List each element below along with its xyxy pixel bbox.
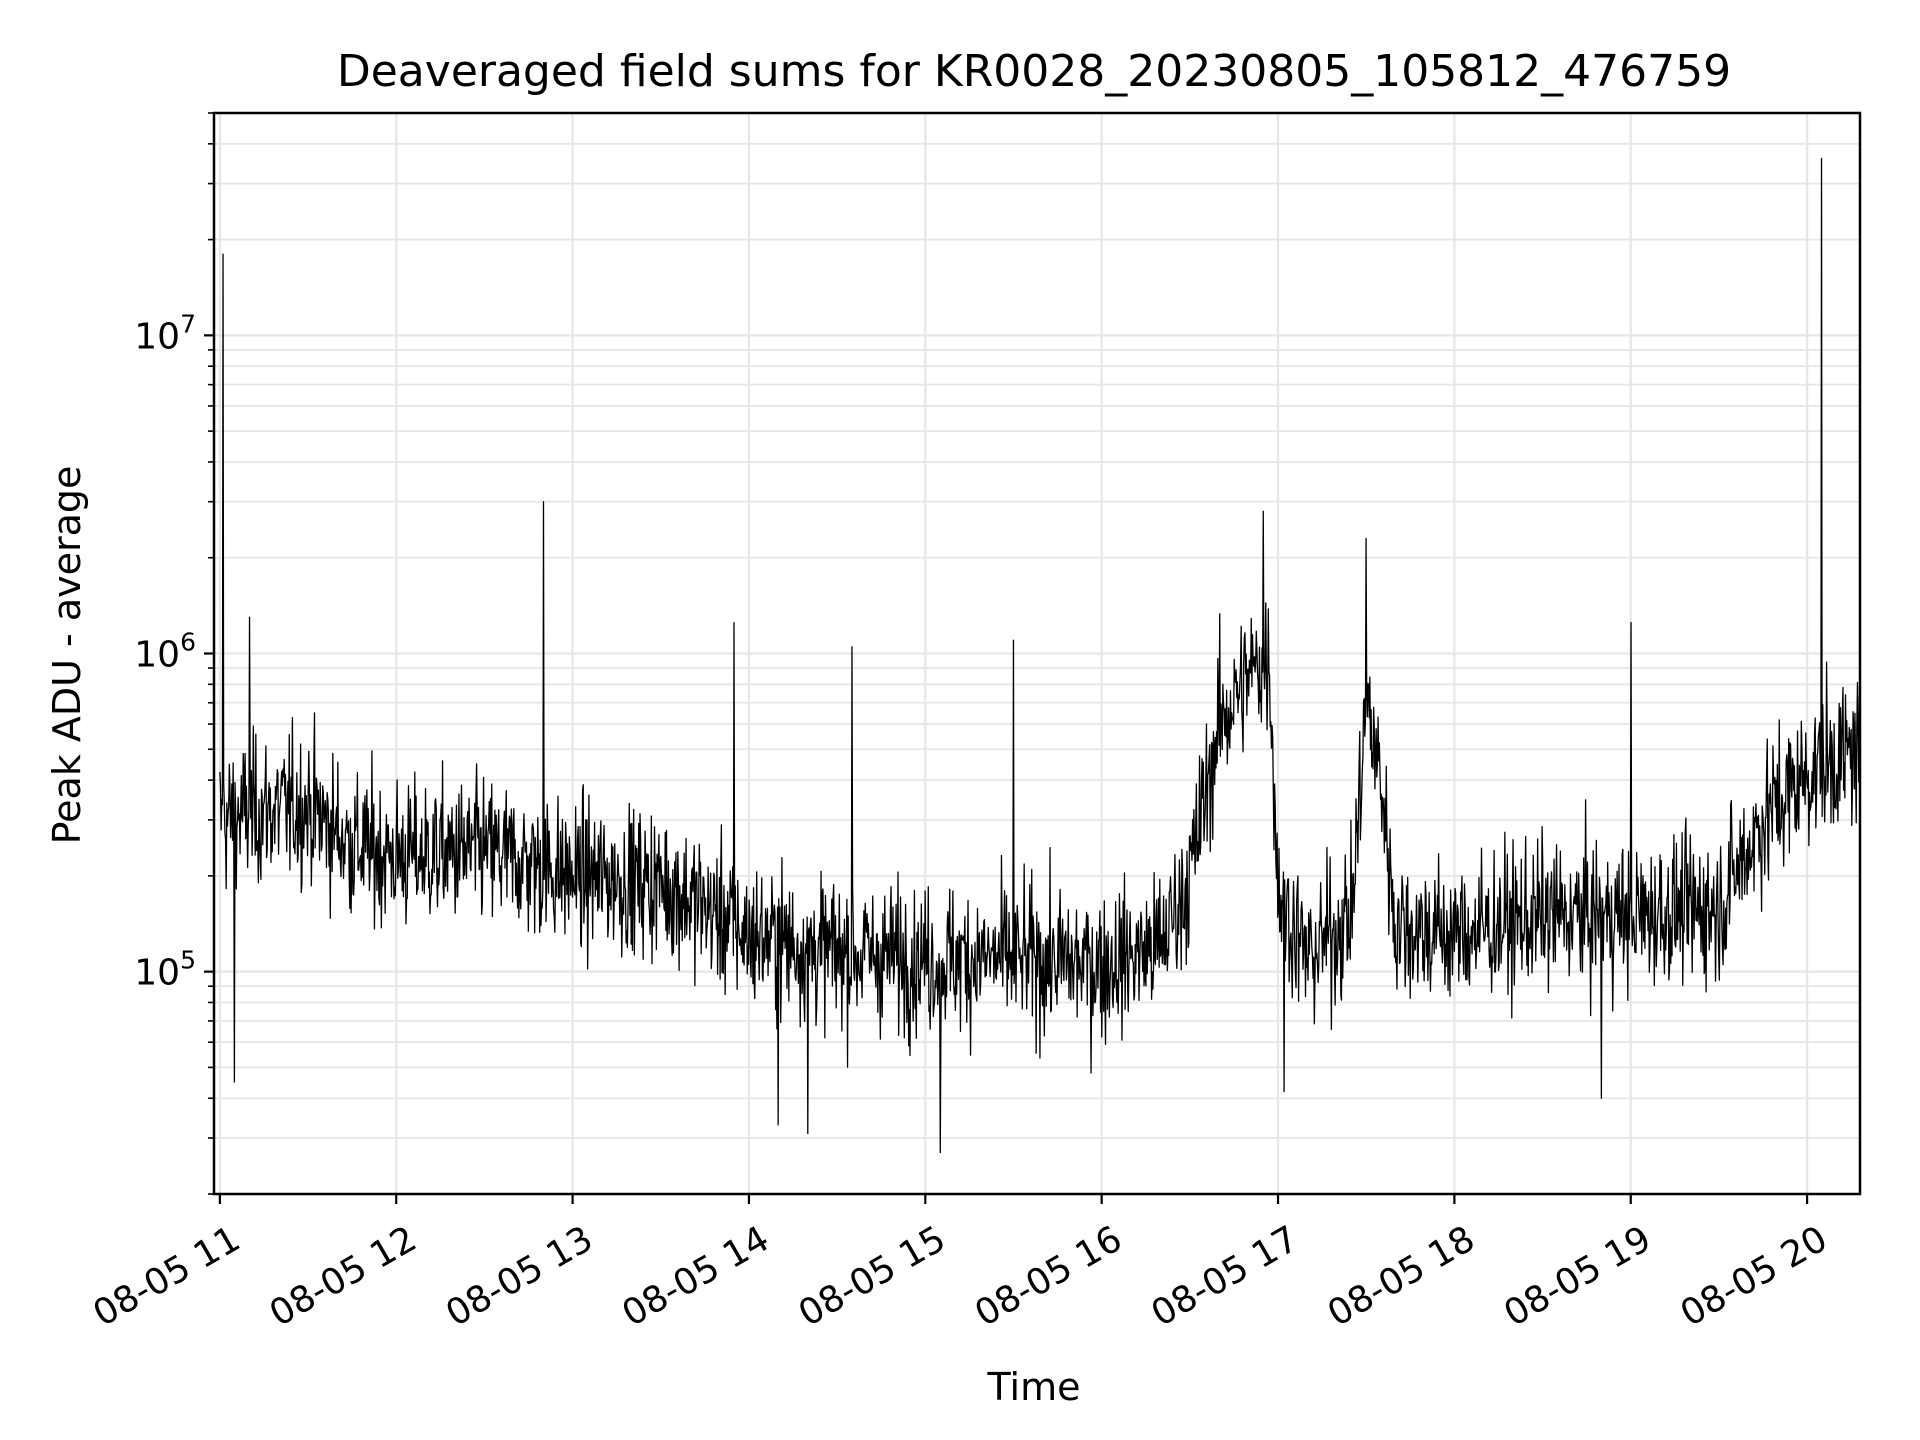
series-line — [219, 157, 1861, 1154]
x-tick-label: 08-05 14 — [616, 1218, 777, 1334]
x-tick-label: 08-05 13 — [439, 1218, 600, 1334]
chart-title: Deaveraged field sums for KR0028_2023080… — [337, 46, 1731, 97]
y-tick-label: 106 — [134, 628, 196, 676]
x-tick-label: 08-05 12 — [263, 1218, 424, 1334]
series-layer — [219, 157, 1861, 1154]
x-tick-label: 08-05 15 — [792, 1218, 953, 1334]
x-tick-label: 08-05 17 — [1145, 1218, 1306, 1334]
y-tick-label: 107 — [134, 309, 196, 357]
x-tick-label: 08-05 19 — [1497, 1218, 1658, 1334]
x-tick-label: 08-05 20 — [1674, 1218, 1835, 1334]
grid — [214, 112, 1860, 1195]
x-tick-label: 08-05 18 — [1321, 1218, 1482, 1334]
y-axis-label: Peak ADU - average — [45, 466, 89, 845]
x-tick-label: 08-05 16 — [968, 1218, 1129, 1334]
x-tick-label: 08-05 11 — [87, 1218, 248, 1334]
x-axis-label: Time — [987, 1365, 1081, 1409]
y-tick-label: 105 — [134, 946, 196, 994]
